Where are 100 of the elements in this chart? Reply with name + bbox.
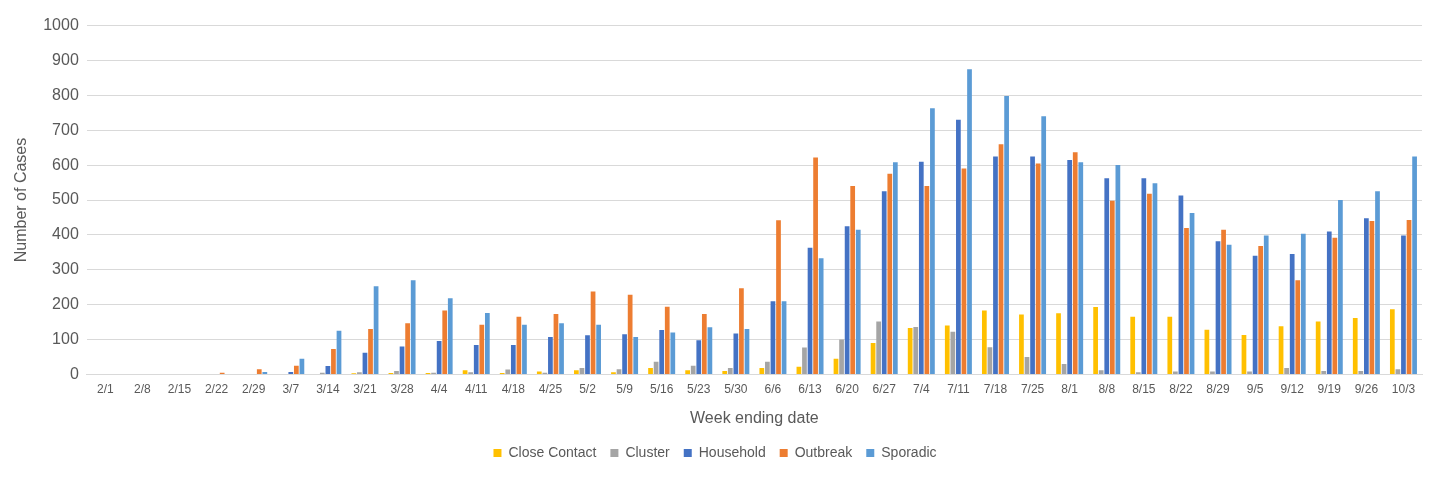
bar bbox=[818, 258, 824, 374]
bar bbox=[1072, 152, 1078, 374]
x-tick-label: 8/15 bbox=[1132, 381, 1156, 396]
bar bbox=[1300, 233, 1306, 374]
x-tick-label: 8/8 bbox=[1098, 381, 1116, 396]
bar bbox=[950, 331, 956, 374]
x-tick-label: 8/22 bbox=[1169, 381, 1193, 396]
bar bbox=[473, 345, 479, 374]
bar bbox=[1184, 227, 1189, 374]
bar bbox=[462, 370, 468, 374]
x-tick-label: 4/11 bbox=[464, 381, 488, 396]
x-tick-label: 2/22 bbox=[204, 381, 229, 396]
x-tick-label: 3/7 bbox=[282, 381, 300, 396]
bar bbox=[505, 369, 511, 374]
bar bbox=[727, 368, 733, 374]
bar bbox=[944, 325, 950, 374]
bar bbox=[522, 324, 527, 374]
x-tick-label: 8/1 bbox=[1061, 381, 1079, 396]
bar bbox=[1258, 246, 1264, 374]
bar bbox=[1067, 159, 1073, 374]
x-tick-label: 7/11 bbox=[947, 381, 970, 396]
bar bbox=[664, 306, 670, 374]
bar bbox=[739, 288, 744, 374]
x-tick-label: 5/9 bbox=[616, 381, 634, 396]
bar bbox=[876, 321, 882, 374]
bar bbox=[881, 191, 887, 374]
bar bbox=[1167, 316, 1173, 374]
bar bbox=[850, 186, 856, 374]
x-tick-label: 5/23 bbox=[687, 381, 711, 396]
bar bbox=[559, 323, 564, 374]
bar bbox=[1389, 309, 1395, 374]
bar bbox=[981, 310, 987, 374]
x-tick-label: 2/29 bbox=[242, 381, 266, 396]
bar bbox=[596, 324, 601, 374]
bar bbox=[368, 329, 373, 374]
bar bbox=[1041, 116, 1047, 374]
bar bbox=[622, 334, 627, 374]
bar bbox=[1078, 162, 1084, 374]
bar bbox=[696, 340, 702, 374]
bar bbox=[405, 323, 410, 374]
bar bbox=[633, 337, 639, 374]
x-tick-label: 3/28 bbox=[390, 381, 415, 396]
bar bbox=[1226, 244, 1232, 374]
y-axis-title: Number of Cases bbox=[12, 137, 30, 263]
bar bbox=[802, 347, 807, 374]
bar bbox=[1358, 370, 1364, 374]
bar bbox=[1004, 96, 1009, 374]
bar bbox=[1141, 178, 1147, 374]
bar bbox=[1412, 156, 1417, 374]
legend-label: Cluster bbox=[625, 443, 671, 460]
bar bbox=[331, 348, 336, 374]
y-tick-label: 300 bbox=[52, 260, 79, 278]
bar bbox=[1284, 368, 1289, 374]
x-tick-label: 3/14 bbox=[316, 381, 340, 396]
bar bbox=[510, 345, 516, 374]
y-tick-label: 700 bbox=[52, 120, 79, 138]
bar bbox=[913, 326, 919, 374]
bar bbox=[855, 229, 861, 374]
y-tick-label: 800 bbox=[52, 85, 79, 103]
x-tick-label: 6/20 bbox=[835, 381, 860, 396]
bar bbox=[1056, 313, 1061, 374]
bar bbox=[765, 361, 770, 374]
bar bbox=[1401, 235, 1406, 374]
bar bbox=[1247, 371, 1252, 374]
y-tick-label: 900 bbox=[52, 50, 79, 68]
bar bbox=[892, 162, 898, 374]
x-tick-label: 4/18 bbox=[501, 381, 526, 396]
bar bbox=[1098, 370, 1104, 374]
bar bbox=[918, 161, 924, 374]
bar bbox=[813, 157, 818, 374]
bar bbox=[701, 314, 707, 374]
bar bbox=[839, 339, 844, 374]
y-tick-label: 1000 bbox=[43, 16, 79, 34]
x-tick-label: 3/21 bbox=[353, 381, 377, 396]
bar bbox=[1338, 200, 1343, 374]
bar bbox=[1395, 369, 1401, 374]
bar bbox=[956, 119, 961, 374]
bar bbox=[1321, 370, 1327, 374]
bar bbox=[627, 294, 633, 374]
bar bbox=[484, 313, 490, 374]
bar bbox=[1104, 178, 1110, 374]
bar bbox=[394, 370, 399, 374]
bar bbox=[924, 186, 930, 374]
bar bbox=[447, 298, 453, 374]
y-tick-label: 400 bbox=[52, 225, 79, 243]
bar bbox=[670, 332, 676, 374]
bar bbox=[1375, 191, 1380, 374]
y-tick-label: 600 bbox=[52, 155, 79, 173]
bar bbox=[690, 365, 696, 374]
y-tick-label: 100 bbox=[52, 329, 79, 347]
bar bbox=[574, 370, 579, 374]
bar bbox=[1130, 316, 1136, 374]
x-tick-label: 9/26 bbox=[1354, 381, 1379, 396]
bar bbox=[1263, 235, 1269, 374]
x-tick-label: 7/25 bbox=[1020, 381, 1045, 396]
bar bbox=[256, 369, 262, 374]
bar bbox=[887, 173, 893, 374]
bar bbox=[659, 330, 665, 374]
bar bbox=[536, 371, 542, 374]
bar bbox=[1352, 317, 1358, 374]
